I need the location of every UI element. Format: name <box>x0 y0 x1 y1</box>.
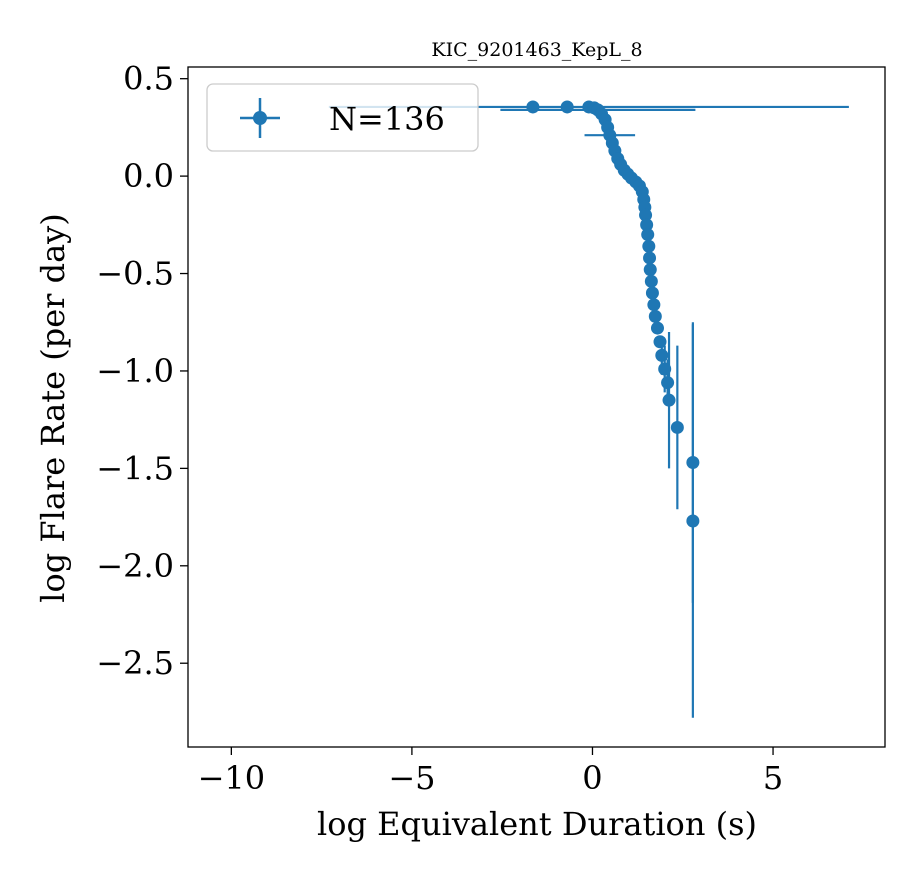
data-point <box>662 393 676 407</box>
x-axis-label: log Equivalent Duration (s) <box>317 805 757 843</box>
data-point <box>526 100 540 114</box>
data-point <box>644 274 658 288</box>
data-point <box>560 100 574 114</box>
y-tick-label: −2.5 <box>96 644 174 682</box>
x-tick-label: 0 <box>582 759 602 797</box>
data-point <box>640 218 654 232</box>
data-point <box>686 514 700 528</box>
data-point <box>641 228 655 242</box>
data-point <box>670 420 684 434</box>
x-axis-ticks: −10 −5 0 5 <box>198 747 783 797</box>
data-point <box>661 376 675 390</box>
y-tick-label: −0.5 <box>96 255 174 293</box>
legend-box <box>206 83 479 152</box>
data-point <box>653 335 667 349</box>
data-point <box>650 321 664 335</box>
y-tick-label: −1.0 <box>96 352 174 390</box>
data-point <box>642 239 656 253</box>
data-point <box>648 309 662 323</box>
data-point <box>686 456 700 470</box>
y-axis-label: log Flare Rate (per day) <box>34 213 72 602</box>
y-tick-label: −1.5 <box>96 449 174 487</box>
axes-frame <box>187 66 886 748</box>
data-point <box>658 362 672 376</box>
x-tick-label: 5 <box>763 759 783 797</box>
data-point <box>645 286 659 300</box>
data-point <box>655 348 669 362</box>
y-tick-label: 0.0 <box>123 157 174 195</box>
data-point <box>647 298 661 312</box>
x-tick-label: −10 <box>198 759 266 797</box>
legend: N=136 <box>206 83 479 152</box>
legend-label: N=136 <box>329 100 445 138</box>
data-point <box>643 251 657 265</box>
x-tick-label: −5 <box>388 759 435 797</box>
y-tick-label: 0.5 <box>123 60 174 98</box>
y-axis-ticks: 0.5 0.0 −0.5 −1.0 −1.5 −2.0 −2.5 <box>96 60 188 682</box>
chart-title: KIC_9201463_KepL_8 <box>431 39 642 61</box>
data-point <box>643 263 657 277</box>
data-marks <box>328 100 849 718</box>
legend-marker <box>253 111 267 125</box>
data-point <box>639 208 653 222</box>
y-tick-label: −2.0 <box>96 547 174 585</box>
